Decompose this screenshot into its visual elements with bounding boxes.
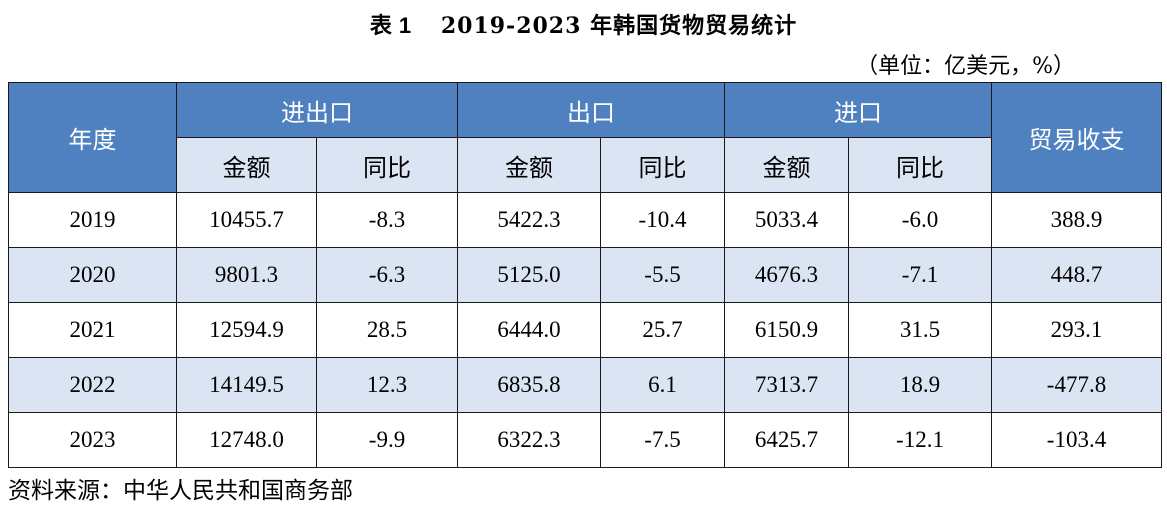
table-row: 2021 12594.9 28.5 6444.0 25.7 6150.9 31.… <box>8 302 1162 358</box>
cell-year: 2021 <box>8 302 177 358</box>
header-export-amount: 金额 <box>457 137 601 193</box>
cell-import-amount: 4676.3 <box>724 247 849 303</box>
cell-export-yoy: 6.1 <box>600 357 725 413</box>
cell-year: 2020 <box>8 247 177 303</box>
cell-total-amount: 10455.7 <box>176 192 317 248</box>
cell-year: 2022 <box>8 357 177 413</box>
source-note: 资料来源：中华人民共和国商务部 <box>8 478 353 504</box>
header-total-yoy: 同比 <box>316 137 458 193</box>
cell-export-amount: 5422.3 <box>457 192 601 248</box>
cell-total-yoy: -8.3 <box>316 192 458 248</box>
cell-import-yoy: 31.5 <box>848 302 992 358</box>
header-import-yoy: 同比 <box>848 137 992 193</box>
cell-export-yoy: -5.5 <box>600 247 725 303</box>
cell-balance: -477.8 <box>991 357 1162 413</box>
cell-import-yoy: -6.0 <box>848 192 992 248</box>
header-export: 出口 <box>457 82 725 138</box>
cell-year: 2019 <box>8 192 177 248</box>
cell-total-yoy: -9.9 <box>316 412 458 468</box>
table-row: 2019 10455.7 -8.3 5422.3 -10.4 5033.4 -6… <box>8 192 1162 248</box>
cell-balance: -103.4 <box>991 412 1162 468</box>
cell-import-yoy: -12.1 <box>848 412 992 468</box>
cell-balance: 448.7 <box>991 247 1162 303</box>
cell-balance: 293.1 <box>991 302 1162 358</box>
cell-import-amount: 5033.4 <box>724 192 849 248</box>
cell-import-yoy: -7.1 <box>848 247 992 303</box>
header-year: 年度 <box>8 82 177 193</box>
cell-total-yoy: 12.3 <box>316 357 458 413</box>
cell-export-yoy: 25.7 <box>600 302 725 358</box>
header-total: 进出口 <box>176 82 458 138</box>
table-row: 2023 12748.0 -9.9 6322.3 -7.5 6425.7 -12… <box>8 412 1162 468</box>
cell-total-yoy: 28.5 <box>316 302 458 358</box>
cell-export-amount: 6444.0 <box>457 302 601 358</box>
header-balance: 贸易收支 <box>991 82 1162 193</box>
trade-statistics-table: 年度 进出口 出口 进口 贸易收支 金额 同比 金额 同比 金额 同比 2019… <box>8 82 1162 468</box>
unit-note: （单位：亿美元，%） <box>856 54 1075 79</box>
cell-import-yoy: 18.9 <box>848 357 992 413</box>
cell-export-amount: 5125.0 <box>457 247 601 303</box>
header-export-yoy: 同比 <box>600 137 725 193</box>
cell-total-amount: 9801.3 <box>176 247 317 303</box>
cell-export-yoy: -7.5 <box>600 412 725 468</box>
header-import: 进口 <box>724 82 992 138</box>
cell-total-amount: 14149.5 <box>176 357 317 413</box>
cell-import-amount: 7313.7 <box>724 357 849 413</box>
cell-total-amount: 12748.0 <box>176 412 317 468</box>
table-title-text: 2019-2023 年韩国货物贸易统计 <box>440 13 798 39</box>
cell-year: 2023 <box>8 412 177 468</box>
cell-export-amount: 6322.3 <box>457 412 601 468</box>
header-total-amount: 金额 <box>176 137 317 193</box>
table-title-prefix: 表 <box>369 13 393 39</box>
table-row: 2020 9801.3 -6.3 5125.0 -5.5 4676.3 -7.1… <box>8 247 1162 303</box>
cell-import-amount: 6425.7 <box>724 412 849 468</box>
cell-export-yoy: -10.4 <box>600 192 725 248</box>
table-row: 2022 14149.5 12.3 6835.8 6.1 7313.7 18.9… <box>8 357 1162 413</box>
table-title-number: 1 <box>398 13 413 38</box>
cell-export-amount: 6835.8 <box>457 357 601 413</box>
cell-balance: 388.9 <box>991 192 1162 248</box>
cell-import-amount: 6150.9 <box>724 302 849 358</box>
header-import-amount: 金额 <box>724 137 849 193</box>
cell-total-amount: 12594.9 <box>176 302 317 358</box>
cell-total-yoy: -6.3 <box>316 247 458 303</box>
